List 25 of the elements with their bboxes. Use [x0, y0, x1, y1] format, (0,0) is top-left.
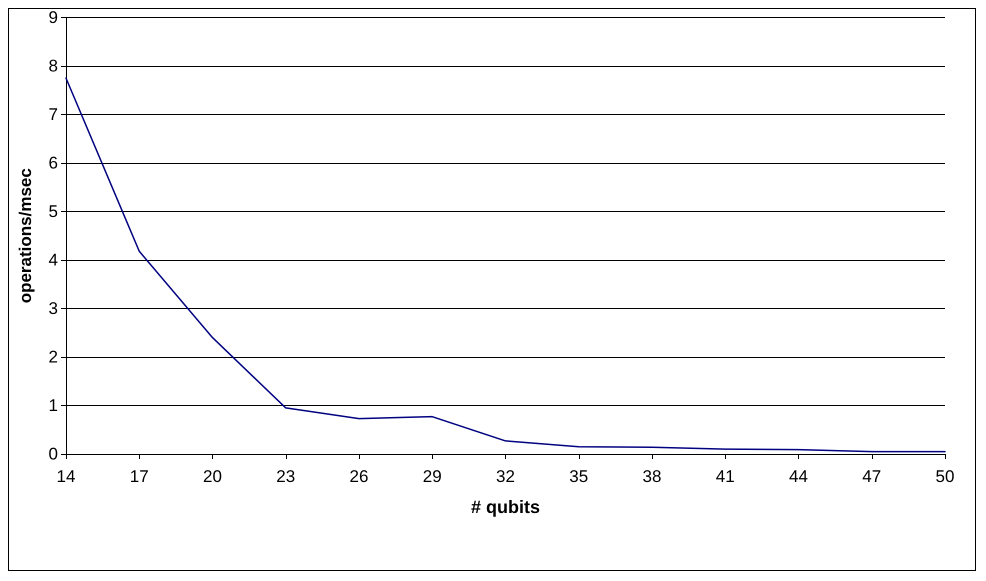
y-tick-label: 3 [48, 299, 58, 318]
y-tick-label: 2 [48, 348, 58, 366]
y-axis-title: operations/msec [16, 168, 35, 304]
x-tick-label: 41 [716, 467, 735, 486]
y-tick-label: 1 [48, 396, 58, 415]
y-tick-label: 0 [48, 444, 58, 464]
x-tick-label: 17 [130, 467, 149, 486]
x-tick-label: 44 [789, 467, 808, 486]
y-tick-label: 8 [48, 56, 58, 76]
x-tick-label: 26 [350, 467, 368, 486]
y-tick-label: 5 [48, 202, 58, 221]
x-tick-label: 50 [936, 467, 954, 486]
y-tick-label: 7 [48, 105, 58, 124]
x-tick-label: 32 [496, 467, 515, 486]
x-tick-label: 20 [203, 467, 222, 486]
y-tick-label: 4 [48, 250, 58, 270]
y-tick-label: 9 [48, 8, 58, 27]
y-tick-label: 6 [48, 154, 58, 172]
x-tick-label: 23 [276, 467, 296, 486]
x-tick-label: 14 [56, 467, 76, 486]
x-tick-label: 35 [569, 467, 588, 486]
x-tick-label: 38 [642, 467, 662, 486]
x-tick-label: 29 [422, 467, 442, 486]
x-axis-title: # qubits [470, 497, 540, 517]
x-tick-label: 47 [862, 467, 882, 486]
